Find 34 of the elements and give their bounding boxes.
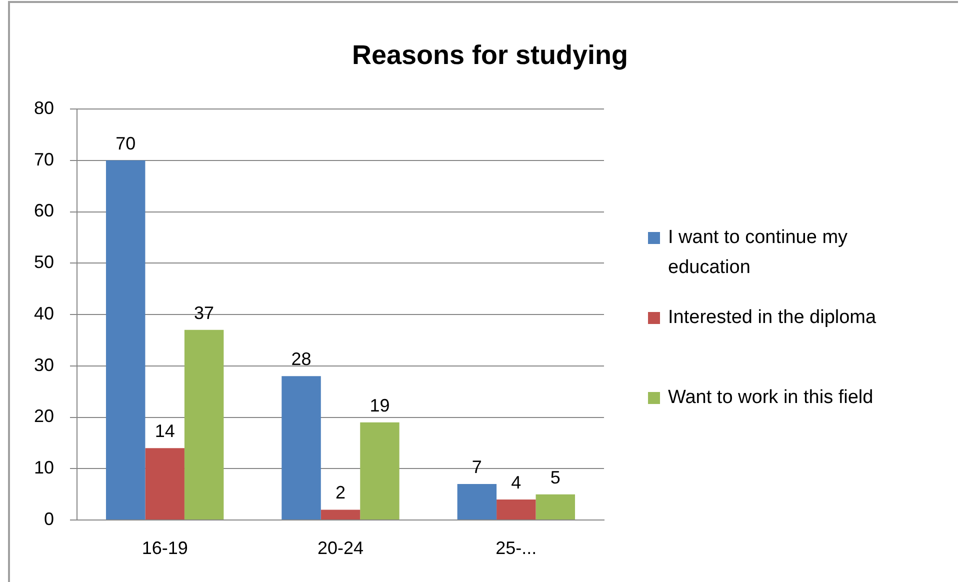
x-tick-label: 20-24 [317, 538, 364, 558]
data-label: 19 [370, 395, 390, 416]
bar [184, 330, 224, 520]
y-tick-label: 40 [34, 303, 54, 324]
bar [496, 499, 536, 520]
y-tick-label: 10 [34, 458, 54, 478]
y-tick-label: 70 [34, 149, 54, 170]
data-label: 5 [550, 467, 560, 488]
y-tick-label: 80 [34, 98, 54, 118]
bar [320, 510, 360, 520]
y-tick-label: 60 [34, 200, 54, 221]
bar [457, 484, 497, 520]
y-tick-label: 30 [34, 354, 54, 375]
chart-title: Reasons for studying [350, 39, 630, 72]
data-label: 70 [116, 133, 136, 154]
y-tick-label: 20 [34, 406, 54, 426]
x-tick-label: 16-19 [142, 538, 188, 558]
data-label: 37 [194, 302, 214, 323]
legend-label: Interested in the diploma [668, 306, 878, 330]
bar [360, 422, 400, 520]
legend-label: I want to continue my education [668, 226, 849, 280]
bar [536, 494, 576, 520]
bar [282, 376, 321, 520]
data-label: 2 [335, 482, 346, 503]
y-tick-label: 50 [34, 252, 54, 272]
y-tick-label: 0 [44, 508, 54, 529]
data-label: 14 [154, 421, 175, 442]
data-label: 7 [472, 457, 482, 478]
bar [106, 160, 146, 520]
data-label: 28 [291, 349, 312, 370]
bar [145, 448, 184, 520]
data-label: 4 [511, 472, 522, 492]
x-tick-label: 25-... [496, 538, 537, 558]
legend-label: Want to work in this field [668, 386, 874, 410]
